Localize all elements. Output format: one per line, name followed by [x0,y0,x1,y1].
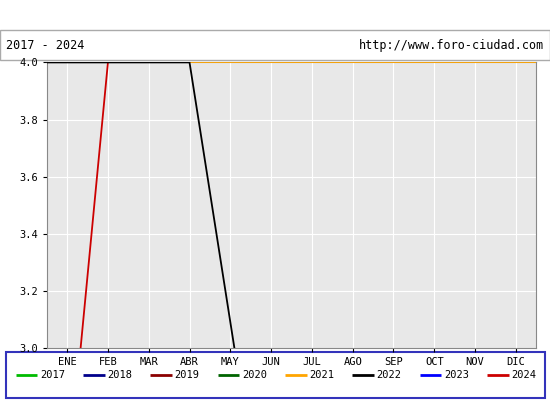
Text: Evolucion num de emigrantes en Ibieca: Evolucion num de emigrantes en Ibieca [116,8,435,23]
Text: 2024: 2024 [512,370,536,380]
Text: 2022: 2022 [377,370,402,380]
Text: 2017: 2017 [40,370,65,380]
Text: 2020: 2020 [242,370,267,380]
Text: 2017 - 2024: 2017 - 2024 [6,39,84,52]
Text: 2018: 2018 [107,370,132,380]
Text: 2023: 2023 [444,370,469,380]
Text: 2021: 2021 [309,370,334,380]
Text: http://www.foro-ciudad.com: http://www.foro-ciudad.com [359,39,544,52]
Text: 2019: 2019 [174,370,200,380]
